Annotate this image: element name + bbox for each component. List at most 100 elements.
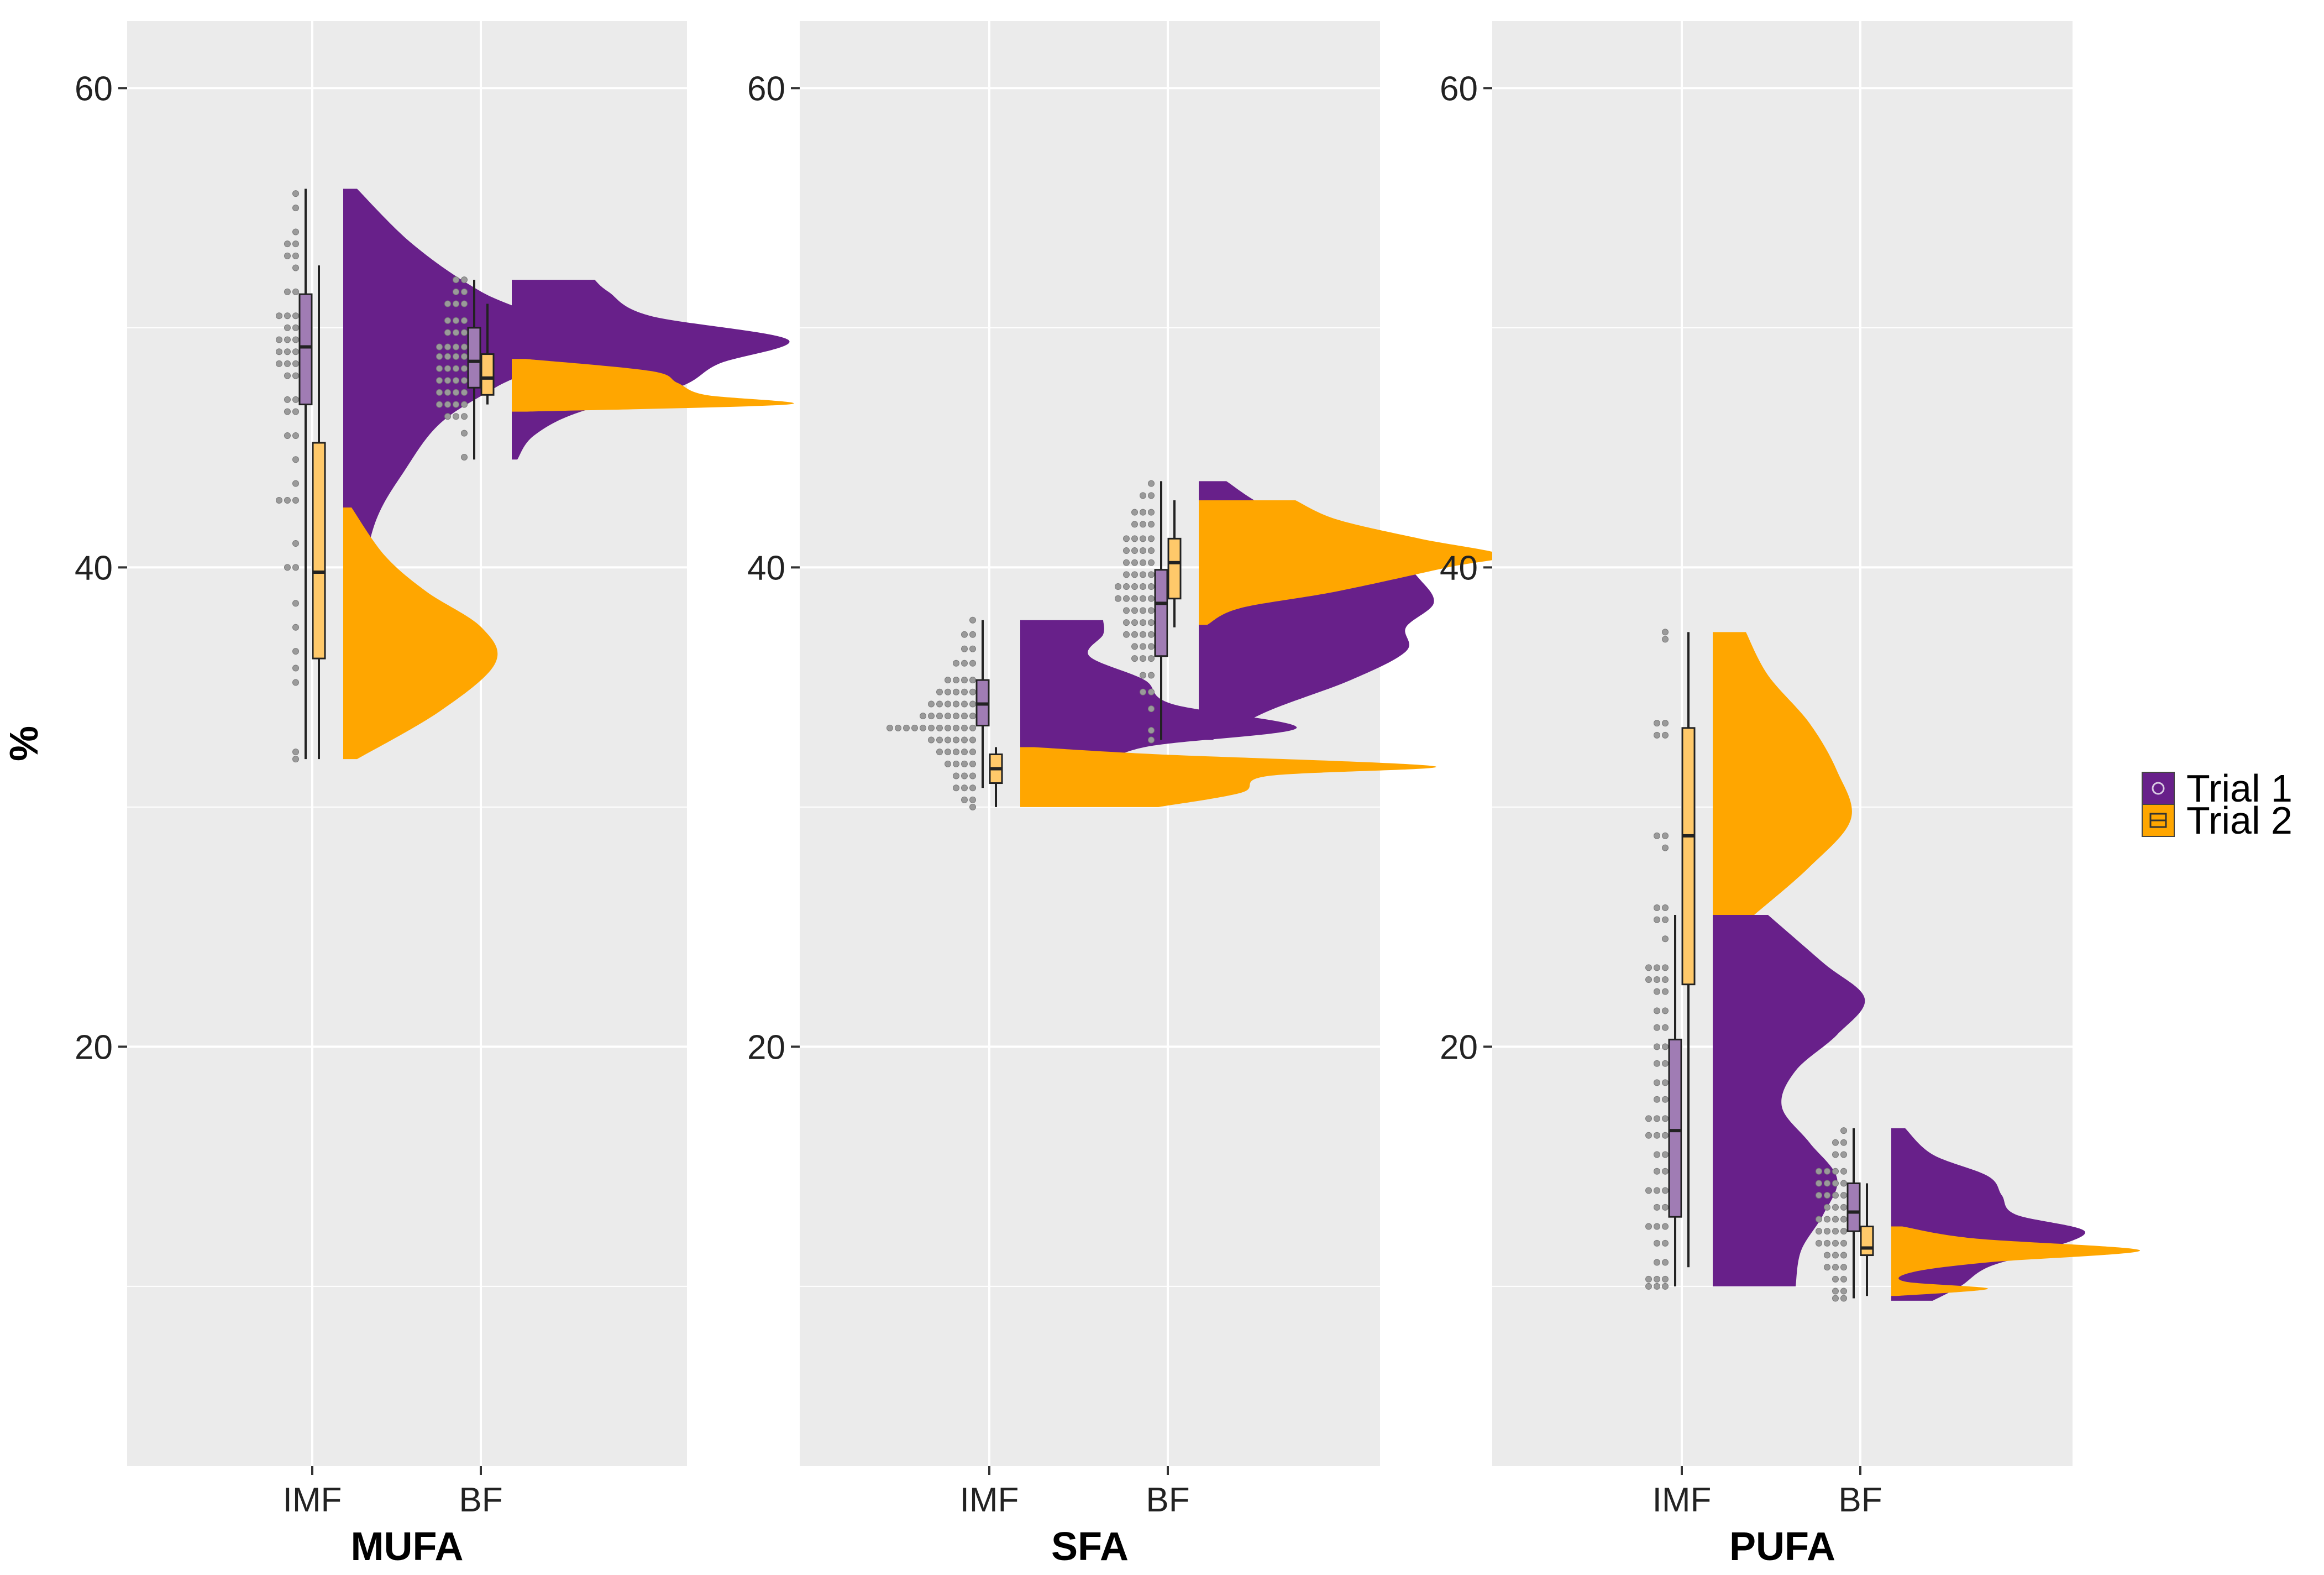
data-point: [1832, 1295, 1839, 1302]
y-tick-label: 60: [1440, 70, 1478, 108]
boxplot-trial-2-box: [1681, 727, 1696, 986]
data-point: [961, 772, 968, 779]
data-point: [1140, 492, 1146, 499]
panels: 20 40 60 IMF BF MUFA 20 40 60 IMF BF SFA 20 40 60 IMF BF…: [75, 21, 2141, 1569]
data-point: [895, 724, 901, 731]
data-point: [1840, 1252, 1847, 1259]
data-point: [969, 688, 976, 695]
x-axis-title: MUFA: [351, 1525, 464, 1569]
x-axis-title: PUFA: [1729, 1525, 1835, 1569]
data-point: [969, 772, 976, 779]
boxplot-trial-2-box: [1860, 1226, 1874, 1257]
data-point: [1654, 832, 1660, 839]
legend-point-glyph: [2152, 782, 2165, 795]
data-point: [969, 713, 976, 720]
data-point: [284, 372, 291, 379]
data-point: [1140, 672, 1146, 679]
data-point: [1662, 1060, 1669, 1067]
data-point: [1654, 1168, 1660, 1175]
data-point: [1645, 1115, 1652, 1122]
data-point: [936, 724, 943, 731]
data-point: [1123, 607, 1130, 614]
data-point: [953, 724, 959, 731]
data-point: [1123, 571, 1130, 578]
data-point: [1840, 1295, 1847, 1302]
data-point: [1123, 535, 1130, 542]
data-point: [1645, 1132, 1652, 1139]
boxplot-trial-2-box: [480, 353, 495, 396]
data-point: [1832, 1228, 1839, 1235]
data-point: [953, 760, 959, 767]
boxplot-trial-1: [298, 189, 313, 760]
data-point: [945, 760, 951, 767]
data-point: [1148, 655, 1155, 662]
y-axis-title: %: [2, 726, 46, 761]
data-point: [1148, 547, 1155, 554]
boxplot-trial-2: [480, 304, 495, 405]
data-point: [1840, 1192, 1847, 1199]
data-point: [1654, 720, 1660, 727]
data-point: [1654, 1060, 1660, 1067]
group-bf: [1115, 480, 1503, 744]
data-point: [1645, 976, 1652, 983]
y-tick-label: 40: [747, 549, 785, 587]
x-axis-title: SFA: [1051, 1525, 1129, 1569]
data-point: [1662, 832, 1669, 839]
data-point: [292, 312, 299, 320]
data-point: [444, 377, 451, 384]
data-point: [953, 736, 959, 744]
data-point: [1645, 1223, 1652, 1230]
data-point: [453, 329, 459, 336]
data-point: [961, 760, 968, 767]
data-point: [1662, 636, 1669, 643]
data-point: [961, 713, 968, 720]
data-point: [1654, 1043, 1660, 1050]
data-point: [1662, 629, 1669, 636]
data-point: [953, 784, 959, 792]
panel-mufa: 20 40 60 IMF BF MUFA: [75, 21, 794, 1569]
density-trial-2: [1020, 747, 1436, 807]
y-tick-label: 40: [1440, 549, 1478, 587]
data-point: [961, 631, 968, 638]
data-point: [453, 288, 459, 295]
boxplot-trial-1-box: [467, 327, 481, 389]
data-point: [1140, 559, 1146, 566]
data-point: [1140, 583, 1146, 590]
data-point: [1148, 535, 1155, 542]
data-point: [461, 329, 468, 336]
data-point: [1140, 595, 1146, 602]
data-point: [928, 736, 935, 744]
data-point: [1123, 547, 1130, 554]
data-point: [292, 372, 299, 379]
data-point: [461, 353, 468, 360]
data-point: [1148, 480, 1155, 487]
data-point: [1662, 1275, 1669, 1283]
y-tick-label: 20: [1440, 1028, 1478, 1066]
data-point: [1832, 1239, 1839, 1247]
data-point: [1816, 1228, 1822, 1235]
data-point: [969, 616, 976, 624]
data-point: [969, 749, 976, 756]
data-point: [1816, 1168, 1822, 1175]
data-point: [461, 413, 468, 420]
data-point: [1832, 1288, 1839, 1295]
data-point: [461, 343, 468, 350]
data-point: [461, 365, 468, 372]
data-point: [1654, 1259, 1660, 1266]
data-point: [1824, 1180, 1830, 1187]
data-point: [284, 408, 291, 415]
data-point: [444, 365, 451, 372]
data-point: [292, 496, 299, 504]
data-point: [444, 353, 451, 360]
legend-label: Trial 2: [2186, 799, 2292, 842]
boxplot-trial-2: [1681, 632, 1696, 1268]
data-point: [1140, 607, 1146, 614]
x-tick-label: BF: [459, 1481, 502, 1519]
data-point: [903, 724, 910, 731]
data-point: [292, 240, 299, 248]
data-point: [1654, 1223, 1660, 1230]
data-point: [1662, 1168, 1669, 1175]
data-point: [453, 353, 459, 360]
data-point: [292, 664, 299, 672]
